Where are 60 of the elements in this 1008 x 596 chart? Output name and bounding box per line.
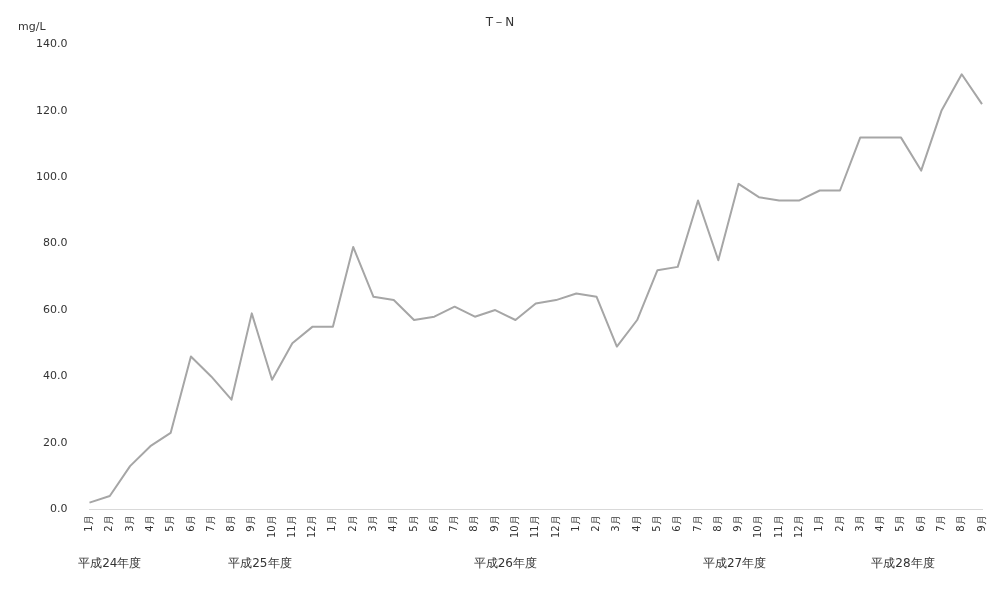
- text: 平成25年度: [228, 556, 292, 571]
- y-tick-label: 20.0: [42, 435, 68, 449]
- x-tick-label: 2月: [346, 515, 358, 532]
- x-tick-label: 7月: [204, 515, 216, 532]
- x-tick-label: 11月: [529, 515, 541, 539]
- x-tick-label: 12月: [549, 515, 561, 539]
- x-tick-label: 1月: [326, 515, 338, 532]
- x-tick-label: 3月: [123, 515, 135, 532]
- x-tick-label: 10月: [509, 515, 521, 539]
- x-tick-label: 5月: [894, 515, 906, 532]
- x-tick-label: 8月: [955, 515, 967, 532]
- x-tick-label: 5月: [407, 515, 419, 532]
- x-tick-label: 11月: [285, 515, 297, 539]
- x-tick-label: 1月: [813, 515, 825, 532]
- x-tick-label: 2月: [833, 515, 845, 532]
- x-tick-label: 6月: [671, 515, 683, 532]
- x-tick-label: 8月: [468, 515, 480, 532]
- x-tick-label: 2月: [103, 515, 115, 532]
- y-tick-label: 100.0: [35, 170, 68, 184]
- chart-title: T－N: [484, 15, 515, 30]
- x-tick-label: 9月: [732, 515, 744, 532]
- x-tick-label: 9月: [245, 515, 257, 532]
- y-tick-label: 40.0: [42, 369, 68, 383]
- x-tick-label: 7月: [691, 515, 703, 532]
- x-tick-label: 5月: [651, 515, 663, 532]
- x-tick-label: 10月: [752, 515, 764, 539]
- x-tick-label: 8月: [225, 515, 237, 532]
- text: 平成24年度: [78, 556, 142, 571]
- x-tick-label: 4月: [630, 515, 642, 532]
- x-tick-label: 3月: [367, 515, 379, 532]
- x-tick-label: 9月: [975, 515, 987, 532]
- y-tick-label: 120.0: [35, 103, 68, 117]
- x-tick-label: 1月: [83, 515, 95, 532]
- x-tick-label: 7月: [448, 515, 460, 532]
- x-tick-label: 7月: [935, 515, 947, 532]
- x-tick-label: 1月: [569, 515, 581, 532]
- x-tick-label: 6月: [914, 515, 926, 532]
- x-tick-label: 3月: [610, 515, 622, 532]
- y-tick-label: 60.0: [42, 302, 68, 316]
- y-axis-title: mg/L: [18, 19, 47, 33]
- x-tick-label: 3月: [853, 515, 865, 532]
- text: 平成26年度: [473, 556, 537, 571]
- x-tick-label: 5月: [164, 515, 176, 532]
- x-tick-label: 4月: [874, 515, 886, 532]
- x-tick-label: 6月: [184, 515, 196, 532]
- text: 平成28年度: [871, 556, 935, 571]
- x-tick-label: 2月: [590, 515, 602, 532]
- y-tick-label: 80.0: [42, 236, 68, 250]
- text: 平成27年度: [702, 556, 767, 571]
- x-tick-label: 12月: [793, 515, 805, 539]
- x-tick-label: 10月: [265, 515, 277, 539]
- x-tick-label: 12月: [306, 515, 318, 539]
- y-tick-label: 140.0: [35, 37, 68, 51]
- y-tick-label: 0.0: [49, 502, 68, 516]
- x-tick-label: 9月: [488, 515, 500, 532]
- x-tick-label: 6月: [427, 515, 439, 532]
- x-tick-label: 8月: [711, 515, 723, 532]
- x-tick-label: 4月: [387, 515, 399, 532]
- x-tick-label: 4月: [143, 515, 155, 532]
- x-tick-label: 11月: [772, 515, 784, 539]
